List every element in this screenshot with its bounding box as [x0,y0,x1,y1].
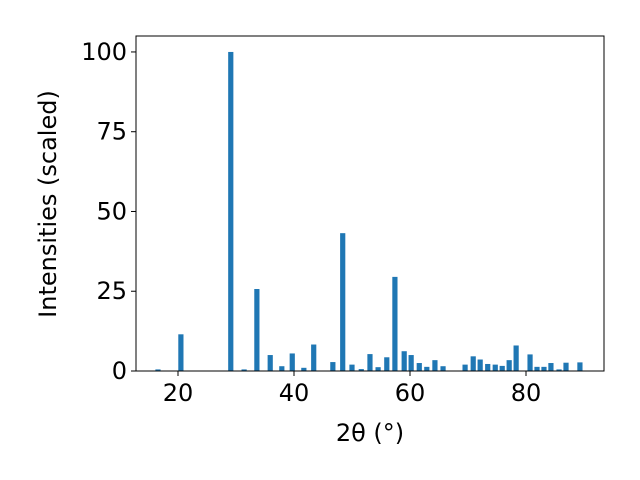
bar [392,276,398,371]
x-tick-label: 60 [395,379,426,407]
bar [401,351,407,371]
bar [440,366,446,371]
bar [289,353,295,371]
y-tick-label: 75 [96,118,127,146]
x-tick-label: 40 [279,379,310,407]
bar [492,364,498,371]
bar [375,367,381,371]
bar [367,354,373,371]
bar [416,363,422,371]
bar [470,356,476,371]
bar [462,364,468,371]
bar [228,51,234,371]
x-tick-label: 20 [163,379,194,407]
bar [506,360,512,371]
bar [384,357,390,371]
x-tick-label: 80 [511,379,542,407]
bar [340,233,346,371]
bar [330,362,336,371]
bar [241,369,247,371]
bar [548,363,554,371]
bar [541,366,547,371]
x-axis-label: 2θ (°) [336,419,404,447]
bar [279,366,285,371]
bar [349,364,355,371]
bar [485,363,491,371]
bar [432,360,438,371]
y-axis-label: Intensities (scaled) [34,90,62,318]
bar [178,334,184,371]
bar [499,365,505,371]
bar [527,354,533,371]
bar [534,366,540,371]
bar [358,369,364,371]
bar [267,355,273,371]
bar [424,366,430,371]
plot-frame [135,35,605,372]
bar [301,367,307,371]
y-tick-label: 100 [81,38,127,66]
bar [577,362,583,371]
y-tick-label: 25 [96,277,127,305]
bar [513,345,519,371]
bar [254,289,260,371]
bar [563,362,569,371]
bar [311,344,317,371]
bar [556,369,562,371]
y-tick-label: 0 [112,357,127,385]
bar [477,359,483,371]
bar [155,369,161,371]
bar [408,355,414,371]
y-tick-label: 50 [96,197,127,225]
